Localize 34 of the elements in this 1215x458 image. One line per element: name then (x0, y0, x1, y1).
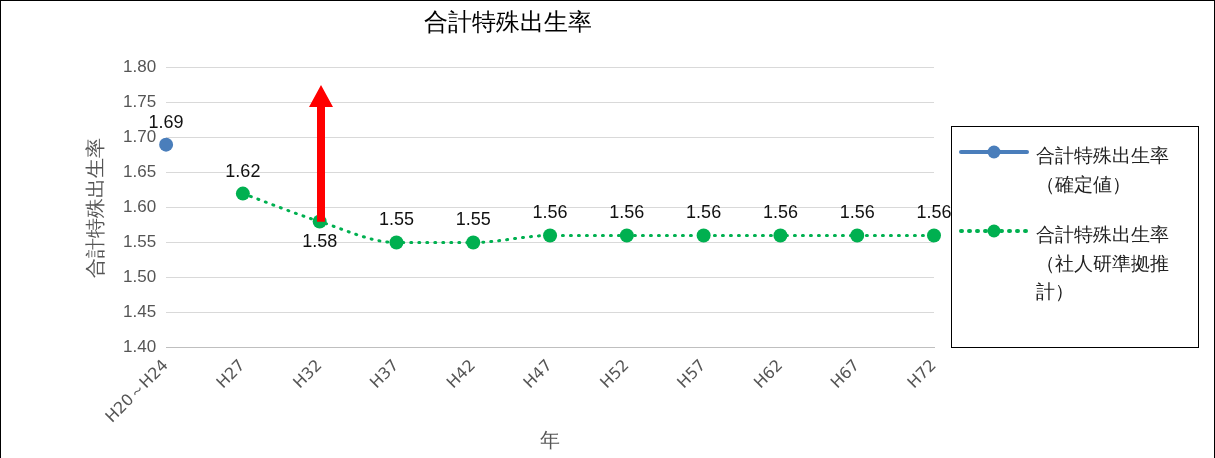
y-tick-label: 1.80 (122, 57, 157, 77)
y-axis-title: 合計特殊出生率 (83, 137, 108, 278)
point (619, 228, 634, 243)
point (235, 186, 250, 201)
data-label: 1.58 (302, 231, 338, 252)
y-tick-label: 1.45 (122, 302, 157, 322)
y-tick-label: 1.65 (122, 162, 157, 182)
y-tick-label: 1.60 (122, 197, 157, 217)
point (927, 228, 941, 243)
data-label: 1.56 (916, 202, 952, 223)
data-label: 1.56 (839, 202, 875, 223)
legend-label: 合計特殊出生率（社人研準拠推計） (1036, 222, 1170, 304)
chart-title: 合計特殊出生率 (423, 7, 592, 36)
data-label: 1.55 (455, 209, 491, 230)
data-label: 1.55 (378, 209, 414, 230)
y-tick-label: 1.40 (122, 336, 157, 356)
data-label: 1.56 (532, 202, 568, 223)
point (389, 235, 404, 250)
y-tick-label: 1.70 (122, 127, 157, 147)
point (696, 228, 711, 243)
y-tick-label: 1.50 (122, 267, 157, 287)
data-label: 1.56 (686, 202, 722, 223)
data-label: 1.56 (762, 202, 798, 223)
point (466, 235, 481, 250)
y-tick-label: 1.55 (122, 232, 157, 252)
point (543, 228, 558, 243)
data-label: 1.56 (609, 202, 645, 223)
x-axis-title: 年 (540, 428, 561, 453)
data-label: 1.62 (225, 160, 261, 181)
y-tick-label: 1.75 (122, 92, 157, 112)
point (159, 137, 174, 152)
point (850, 228, 865, 243)
legend-label: 合計特殊出生率（確定値） (1036, 143, 1170, 197)
point (773, 228, 788, 243)
